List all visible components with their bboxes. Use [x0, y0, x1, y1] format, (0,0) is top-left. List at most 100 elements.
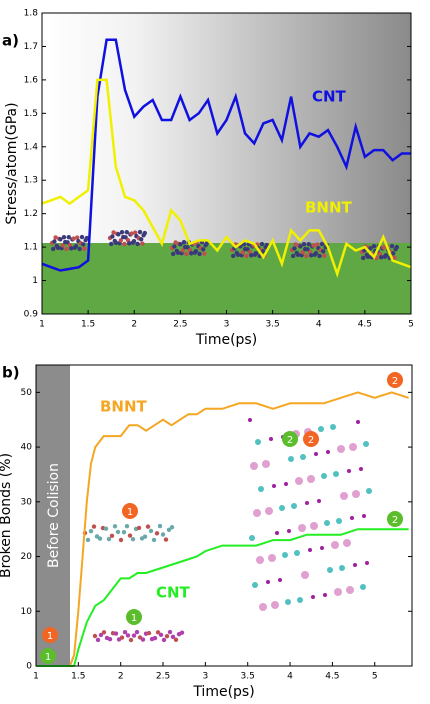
molecule-atom	[119, 635, 125, 640]
molecule-atom	[145, 524, 151, 529]
molecule-atom	[115, 529, 121, 535]
molecule-atom	[131, 238, 137, 244]
fragment	[250, 462, 258, 470]
x-tick-label: 2	[118, 672, 124, 682]
molecule-atom	[51, 246, 56, 252]
molecule-atom	[142, 534, 148, 539]
badge-label: 2	[392, 515, 398, 526]
molecule-atom	[171, 251, 176, 257]
ground	[42, 243, 411, 314]
molecule-atom	[259, 241, 265, 247]
fragment	[343, 539, 351, 547]
y-tick-label: 1.1	[24, 243, 38, 253]
fragment	[284, 482, 288, 486]
fragment	[320, 546, 324, 550]
legend-entry: CNT	[156, 584, 191, 602]
molecule-atom	[140, 241, 145, 246]
molecule-atom	[124, 229, 129, 235]
molecule-atom	[235, 252, 241, 257]
fragment	[256, 556, 264, 564]
x-tick-label: 2.5	[156, 672, 170, 682]
molecule-atom	[322, 253, 327, 258]
badge	[122, 503, 138, 519]
molecule-atom	[173, 637, 179, 642]
badge-label: 1	[127, 507, 133, 518]
molecule-atom	[148, 528, 154, 534]
molecule-atom	[317, 253, 322, 259]
x-tick-label: 4	[287, 672, 293, 682]
molecule-atom	[304, 253, 309, 259]
molecule-atom	[154, 531, 160, 536]
fragment	[298, 524, 306, 532]
badge-label: 1	[47, 631, 53, 642]
molecule-atom	[85, 537, 91, 543]
x-tick-label: 2	[131, 320, 137, 330]
x-tick-label: 3.5	[265, 320, 279, 330]
x-tick-label: 1.5	[81, 320, 95, 330]
badge	[387, 511, 403, 527]
x-tick-label: 4.5	[358, 320, 372, 330]
x-tick-label: 5	[372, 672, 378, 682]
molecule-atom	[52, 239, 57, 244]
fragment	[323, 593, 327, 597]
molecule-atom	[321, 249, 326, 254]
molecule-atom	[157, 523, 163, 529]
badge	[303, 431, 319, 447]
molecule-atom	[53, 235, 58, 240]
molecule-atom	[137, 229, 143, 235]
fragment	[294, 550, 300, 556]
molecule-atom	[179, 630, 185, 635]
molecule-atom	[164, 633, 170, 639]
fragment	[349, 443, 357, 451]
molecule-atom	[112, 524, 118, 529]
y-tick-label: 1.5	[24, 109, 38, 119]
molecule-atom	[109, 241, 114, 247]
panel-b: Before Colision 0 10 20 30 40 50 1 1.5 2 2.5 3 3.5 4 4…	[0, 364, 413, 700]
fragment	[288, 456, 294, 462]
y-label: Broken Bonds (%)	[0, 453, 14, 578]
molecule-atom	[151, 537, 157, 543]
badge-label: 2	[287, 435, 293, 446]
fragment	[340, 492, 348, 500]
fragment	[300, 454, 306, 460]
fragment	[279, 505, 285, 511]
y-tick-label: 1.3	[24, 176, 38, 186]
molecule-atom	[111, 230, 116, 235]
x-tick-label: 1	[39, 320, 45, 330]
series-line	[41, 38, 411, 272]
molecule-atom	[261, 249, 266, 254]
fragment	[271, 601, 279, 609]
molecule-atom	[298, 244, 303, 249]
plot-frame	[41, 12, 412, 315]
fragment	[359, 467, 363, 471]
molecule-atom	[170, 634, 176, 640]
molecule-atom	[231, 253, 236, 259]
molecule-atom	[133, 230, 138, 235]
fragment	[278, 578, 282, 582]
fragment	[333, 471, 339, 477]
badge	[42, 627, 58, 643]
molecule-atom	[169, 525, 175, 530]
molecule-atom	[77, 246, 82, 252]
fragment	[269, 437, 273, 441]
fragment	[363, 441, 369, 447]
fragment	[310, 522, 318, 530]
molecule-atom	[79, 234, 85, 240]
x-label: Time(ps)	[195, 332, 257, 348]
molecule-atom	[152, 635, 158, 641]
legend-entry: CNT	[312, 88, 347, 106]
fragment	[308, 548, 312, 552]
molecule-atom	[110, 234, 115, 239]
badge-label: 2	[308, 435, 314, 446]
molecule-atom	[295, 252, 301, 257]
fragment	[350, 516, 354, 520]
fragment	[362, 514, 366, 518]
molecule-atom	[202, 251, 207, 256]
molecule-atom	[166, 527, 172, 532]
fragment	[365, 561, 369, 565]
molecule-atom	[160, 532, 166, 537]
molecule-atom	[58, 237, 63, 242]
molecule-atom	[184, 251, 189, 257]
molecule-atom	[124, 523, 130, 529]
molecule-atom	[381, 245, 386, 250]
